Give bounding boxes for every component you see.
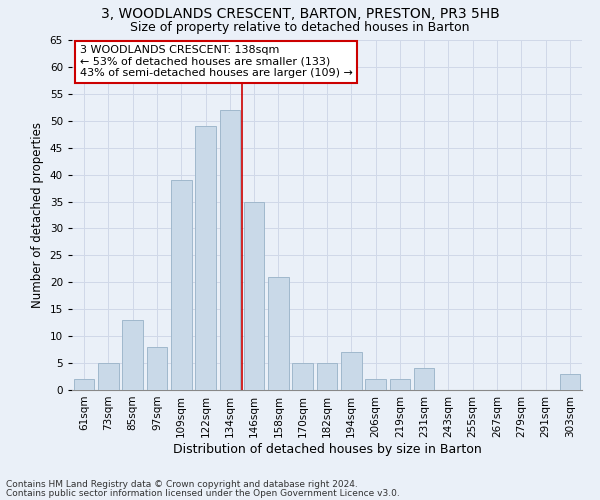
Bar bbox=[560, 374, 580, 390]
Bar bbox=[122, 320, 143, 390]
Bar bbox=[146, 347, 167, 390]
Bar bbox=[220, 110, 240, 390]
Bar bbox=[341, 352, 362, 390]
Y-axis label: Number of detached properties: Number of detached properties bbox=[31, 122, 44, 308]
Bar bbox=[365, 379, 386, 390]
Bar bbox=[317, 363, 337, 390]
Bar bbox=[98, 363, 119, 390]
Text: Contains public sector information licensed under the Open Government Licence v3: Contains public sector information licen… bbox=[6, 488, 400, 498]
Bar bbox=[195, 126, 216, 390]
Text: 3, WOODLANDS CRESCENT, BARTON, PRESTON, PR3 5HB: 3, WOODLANDS CRESCENT, BARTON, PRESTON, … bbox=[101, 8, 499, 22]
Bar bbox=[292, 363, 313, 390]
Text: Size of property relative to detached houses in Barton: Size of property relative to detached ho… bbox=[130, 21, 470, 34]
Text: 3 WOODLANDS CRESCENT: 138sqm
← 53% of detached houses are smaller (133)
43% of s: 3 WOODLANDS CRESCENT: 138sqm ← 53% of de… bbox=[80, 46, 353, 78]
Bar bbox=[414, 368, 434, 390]
Bar bbox=[244, 202, 265, 390]
Bar bbox=[268, 277, 289, 390]
Bar bbox=[74, 379, 94, 390]
Bar bbox=[389, 379, 410, 390]
Bar bbox=[171, 180, 191, 390]
X-axis label: Distribution of detached houses by size in Barton: Distribution of detached houses by size … bbox=[173, 442, 481, 456]
Text: Contains HM Land Registry data © Crown copyright and database right 2024.: Contains HM Land Registry data © Crown c… bbox=[6, 480, 358, 489]
